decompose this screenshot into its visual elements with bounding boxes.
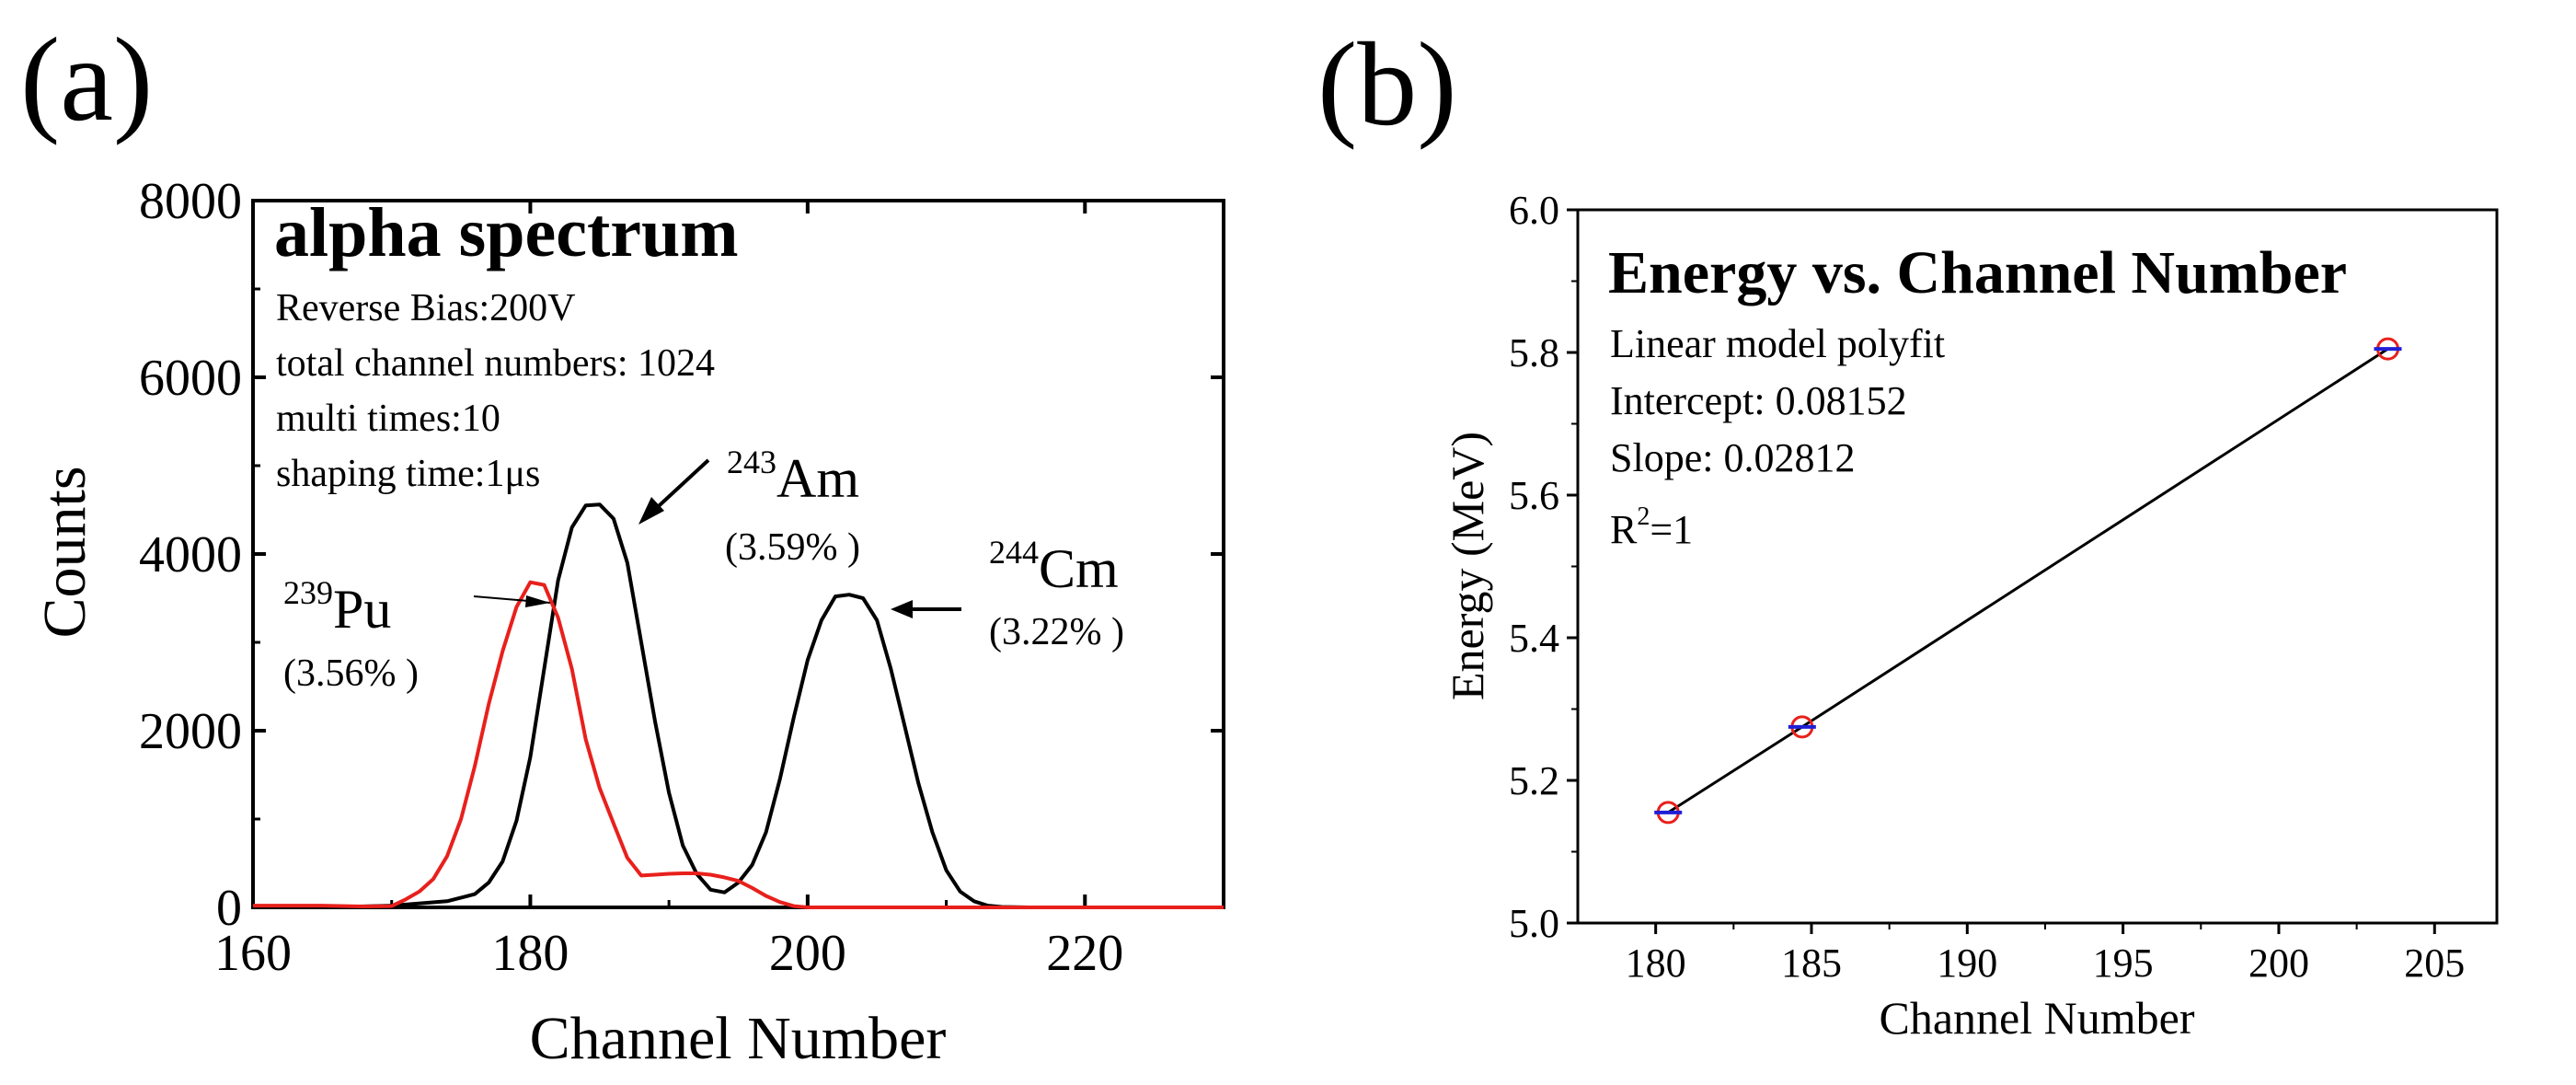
panel-b-chart: 180 185 190 195 200 205 5.0 5.2 5.4 5.6 5.8 6.0 Ene… <box>1442 188 2499 1044</box>
pu-spectrum-line <box>253 580 1224 909</box>
pu-peak-label: 239Pu <box>283 574 391 640</box>
panel-b-y-tick-label: 5.4 <box>1509 616 1559 661</box>
panel-b-info-line: Linear model polyfit <box>1610 321 1945 366</box>
pu-element: Pu <box>333 579 391 640</box>
panel-a-x-tick-label: 200 <box>769 925 846 982</box>
r-squared-value: =1 <box>1650 507 1693 552</box>
panel-b-x-tick-label: 190 <box>1937 941 1997 986</box>
panel-a-y-tick-label: 2000 <box>139 703 242 760</box>
r-squared-letter: R <box>1610 507 1638 552</box>
am-cm-spectrum-line <box>253 502 1224 909</box>
panel-b-plot-frame <box>1576 208 2499 925</box>
pu-mass-number: 239 <box>283 574 333 611</box>
cm-resolution: (3.22% ) <box>989 611 1124 653</box>
panel-b-info-line: Intercept: 0.08152 <box>1610 378 1907 423</box>
panel-a-y-tick-label: 8000 <box>139 173 242 230</box>
panel-a-y-axis-label: Counts <box>31 466 98 638</box>
panel-b-y-tick-label: 6.0 <box>1509 188 1559 233</box>
panel-b-x-axis-label: Channel Number <box>1880 992 2195 1044</box>
panel-a-x-tick-label: 220 <box>1046 925 1123 982</box>
panel-b-y-axis-label: Energy (MeV) <box>1442 432 1493 700</box>
panel-a-y-tick-label: 4000 <box>139 526 242 583</box>
panel-a-title: alpha spectrum <box>274 194 739 271</box>
panel-b-label: (b) <box>1317 18 1457 151</box>
panel-a-x-tick-label: 180 <box>491 925 569 982</box>
panel-b-y-tick-label: 5.8 <box>1509 330 1559 375</box>
panel-b-x-tick-label: 180 <box>1626 941 1686 986</box>
cm-peak-label: 244Cm <box>989 534 1119 599</box>
panel-a-info-line: multi times:10 <box>276 398 500 440</box>
panel-a-info-line: Reverse Bias:200V <box>276 287 575 329</box>
am-arrow <box>638 458 710 525</box>
am-peak-label: 243Am <box>727 444 859 509</box>
am-resolution: (3.59% ) <box>725 526 860 569</box>
panel-a-label: (a) <box>20 14 153 146</box>
panel-b-x-tick-label: 200 <box>2248 941 2309 986</box>
panel-b-x-tick-label: 195 <box>2093 941 2154 986</box>
panel-b-y-tick-label: 5.0 <box>1509 901 1559 946</box>
panel-a-info-line: shaping time:1μs <box>276 453 540 495</box>
cm-element: Cm <box>1039 538 1119 599</box>
panel-a-x-tick-label: 160 <box>214 925 292 982</box>
cm-arrow <box>891 600 961 618</box>
panel-a-x-axis-label: Channel Number <box>530 1005 947 1072</box>
r-squared-label: R2=1 <box>1610 502 1693 552</box>
panel-a-y-tick-label: 6000 <box>139 350 242 407</box>
panel-a-info-line: total channel numbers: 1024 <box>276 342 715 385</box>
cm-mass-number: 244 <box>989 534 1039 571</box>
pu-arrow <box>473 595 551 607</box>
panel-b-y-tick-label: 5.6 <box>1509 473 1559 518</box>
panel-a-chart: 160 180 200 220 0 2000 4000 6000 8000 alpha spec… <box>31 173 1225 1072</box>
r-squared-exponent: 2 <box>1637 502 1650 531</box>
panel-b-x-tick-label: 205 <box>2404 941 2465 986</box>
panel-b-y-tick-label: 5.2 <box>1509 758 1559 803</box>
panel-b-title: Energy vs. Channel Number <box>1608 239 2347 306</box>
panel-a-y-tick-label: 0 <box>216 880 242 937</box>
pu-resolution: (3.56% ) <box>283 652 419 695</box>
panel-b-info-line: Slope: 0.02812 <box>1610 435 1855 480</box>
am-mass-number: 243 <box>727 444 776 480</box>
panel-b-x-tick-label: 185 <box>1781 941 1842 986</box>
am-element: Am <box>776 448 859 509</box>
